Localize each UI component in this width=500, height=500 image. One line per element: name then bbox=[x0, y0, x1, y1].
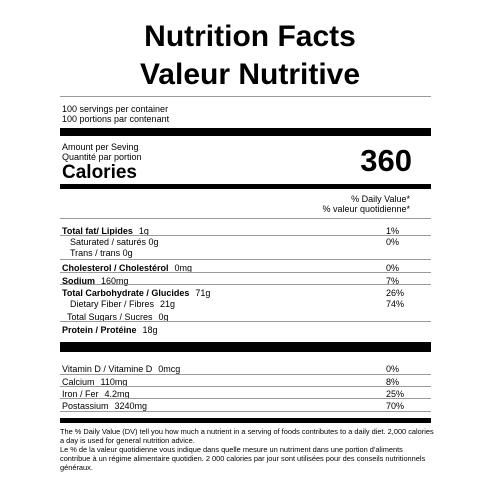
nutrient-amount: 1g bbox=[138, 226, 149, 236]
nutrient-row: Sodium 160mg 7% bbox=[62, 276, 412, 287]
nutrient-divider bbox=[60, 272, 431, 273]
amount-per-serving-english: Amount per Seving bbox=[62, 142, 139, 152]
nutrient-name: Dietary Fiber / Fibres bbox=[70, 299, 155, 309]
nutrient-row: Cholesterol / Cholestérol 0mg 0% bbox=[62, 263, 412, 274]
nutrient-label: Cholesterol / Cholestérol 0mg bbox=[62, 263, 192, 274]
footnote-french: Le % de la valeur quotidienne vous indiq… bbox=[60, 445, 426, 472]
daily-value-header-french: % valeur quotidienne* bbox=[322, 204, 410, 214]
divider-thick-footnote bbox=[60, 418, 431, 423]
vitamin-divider bbox=[60, 386, 431, 387]
nutrient-name: Protein / Protéine bbox=[62, 325, 137, 335]
vitamin-name: Postassium bbox=[62, 401, 109, 411]
calories-label: Calories bbox=[62, 162, 137, 183]
nutrient-name: Trans / trans 0g bbox=[70, 248, 133, 258]
divider-thick-calories bbox=[60, 184, 431, 189]
vitamin-row: Iron / Fer 4.2mg 25% bbox=[62, 389, 412, 400]
nutrient-label: Trans / trans 0g bbox=[62, 248, 139, 259]
divider-title bbox=[60, 96, 431, 97]
vitamin-divider bbox=[60, 374, 431, 375]
vitamin-percent: 25% bbox=[386, 389, 405, 399]
nutrient-name: Total fat/ Lipides bbox=[62, 226, 133, 236]
nutrient-divider bbox=[60, 235, 431, 236]
title-english: Nutrition Facts bbox=[144, 20, 356, 53]
vitamin-label: Calcium 110mg bbox=[62, 377, 127, 388]
nutrient-percent: 7% bbox=[386, 276, 400, 286]
vitamin-row: Postassium 3240mg 70% bbox=[62, 401, 412, 412]
nutrient-row: Dietary Fiber / Fibres 21g 74% bbox=[62, 299, 412, 310]
nutrient-percent: 26% bbox=[386, 288, 405, 298]
vitamin-label: Postassium 3240mg bbox=[62, 401, 147, 412]
nutrient-label: Saturated / saturés 0g bbox=[62, 237, 165, 248]
nutrient-divider bbox=[60, 284, 431, 285]
vitamin-name: Calcium bbox=[62, 377, 95, 387]
vitamin-row: Vitamin D / Vitamine D 0mcg 0% bbox=[62, 364, 412, 375]
nutrient-name: Cholesterol / Cholestérol bbox=[62, 263, 169, 273]
servings-french: 100 portions par contenant bbox=[62, 114, 170, 124]
nutrient-row: Total fat/ Lipides 1g 1% bbox=[62, 226, 412, 237]
title-french: Valeur Nutritive bbox=[139, 58, 361, 91]
nutrient-amount: 18g bbox=[142, 325, 158, 335]
vitamin-percent: 70% bbox=[386, 401, 405, 411]
nutrient-label: Total fat/ Lipides 1g bbox=[62, 226, 149, 237]
nutrient-name: Sodium bbox=[62, 276, 95, 286]
nutrient-amount: 21g bbox=[160, 299, 176, 309]
amount-per-serving-french: Quantité par portion bbox=[62, 152, 142, 162]
nutrient-label: Total Carbohydrate / Glucides 71g bbox=[62, 288, 210, 299]
nutrient-label: Sodium 160mg bbox=[62, 276, 129, 287]
vitamin-percent: 8% bbox=[386, 377, 400, 387]
divider-thick-vitamins bbox=[60, 342, 431, 352]
nutrient-amount: 160mg bbox=[101, 276, 129, 286]
nutrient-divider bbox=[60, 321, 431, 322]
nutrient-amount: 0mg bbox=[174, 263, 193, 273]
nutrient-row: Total Sugars / Sucres 0g bbox=[62, 312, 412, 323]
vitamin-divider bbox=[60, 398, 431, 399]
nutrient-divider bbox=[60, 259, 431, 260]
nutrient-name: Total Sugars / Sucres bbox=[67, 312, 153, 322]
nutrient-row: Protein / Protéine 18g bbox=[62, 325, 412, 336]
servings-english: 100 servings per container bbox=[62, 104, 169, 114]
calories-value: 360 bbox=[360, 143, 412, 178]
nutrient-label: Total Sugars / Sucres 0g bbox=[62, 312, 169, 323]
vitamin-row: Calcium 110mg 8% bbox=[62, 377, 412, 388]
nutrient-amount: 71g bbox=[195, 288, 211, 298]
vitamin-amount: 110mg bbox=[100, 377, 128, 387]
vitamin-label: Vitamin D / Vitamine D 0mcg bbox=[62, 364, 180, 375]
nutrient-amount: 0g bbox=[158, 312, 169, 322]
vitamin-amount: 0mcg bbox=[158, 364, 181, 374]
vitamin-divider bbox=[60, 411, 431, 412]
daily-value-header-english: % Daily Value* bbox=[351, 194, 410, 204]
nutrient-row: Saturated / saturés 0g 0% bbox=[62, 237, 412, 248]
footnote-english: The % Daily Value (DV) tell you how much… bbox=[60, 427, 434, 445]
nutrient-label: Protein / Protéine 18g bbox=[62, 325, 158, 336]
divider-daily-value bbox=[60, 218, 431, 219]
divider-thick-servings bbox=[60, 128, 431, 136]
nutrient-row: Total Carbohydrate / Glucides 71g 26% bbox=[62, 288, 412, 299]
vitamin-amount: 3240mg bbox=[114, 401, 148, 411]
vitamin-name: Vitamin D / Vitamine D bbox=[62, 364, 153, 374]
vitamin-label: Iron / Fer 4.2mg bbox=[62, 389, 130, 400]
nutrient-percent: 74% bbox=[386, 299, 405, 309]
vitamin-percent: 0% bbox=[386, 364, 400, 374]
vitamin-amount: 4.2mg bbox=[104, 389, 130, 399]
nutrient-name: Saturated / saturés 0g bbox=[70, 237, 159, 247]
nutrient-percent: 0% bbox=[386, 237, 400, 247]
nutrient-percent: 1% bbox=[386, 226, 400, 236]
vitamin-name: Iron / Fer bbox=[62, 389, 99, 399]
nutrient-percent: 0% bbox=[386, 263, 400, 273]
nutrient-row: Trans / trans 0g bbox=[62, 248, 412, 259]
nutrient-name: Total Carbohydrate / Glucides bbox=[62, 288, 190, 298]
nutrient-label: Dietary Fiber / Fibres 21g bbox=[62, 299, 175, 310]
